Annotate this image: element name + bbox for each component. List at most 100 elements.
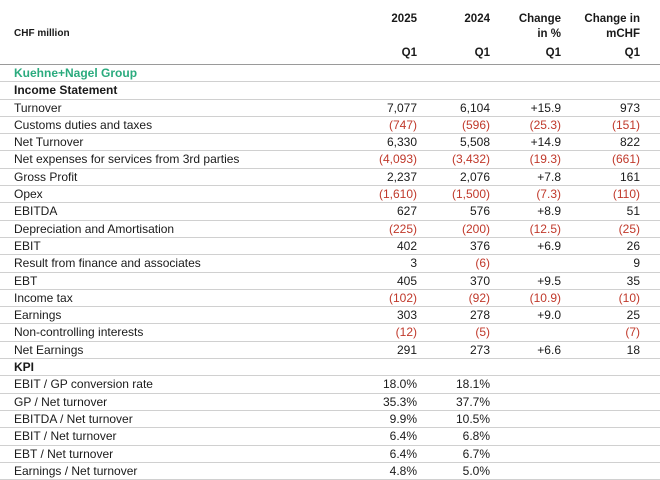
row-label: Net Turnover <box>14 135 84 150</box>
table-row: GP / Net turnover 35.3% 37.7% <box>0 394 660 411</box>
cell-c4: (110) <box>612 187 640 202</box>
cell-c4: (661) <box>611 152 640 167</box>
table-row: Non-controlling interests (12) (5) (7) <box>0 324 660 342</box>
cell-c2: 278 <box>469 308 490 323</box>
row-label: Customs duties and taxes <box>14 117 153 132</box>
cell-c2: 2,076 <box>459 169 490 184</box>
cell-c1: 6.4% <box>389 429 417 444</box>
cell-c1: 2,237 <box>386 169 417 184</box>
cell-c3: (25.3) <box>529 117 561 132</box>
cell-c2: 18.1% <box>455 377 490 392</box>
row-label: EBT <box>14 273 38 288</box>
cell-c3: +15.9 <box>530 100 561 115</box>
table-row: EBIT / Net turnover 6.4% 6.8% <box>0 428 660 446</box>
row-label: Non-controlling interests <box>14 325 144 340</box>
cell-c3: +9.5 <box>537 273 561 288</box>
cell-c3: +6.9 <box>537 238 561 253</box>
cell-c1: (102) <box>388 290 417 305</box>
cell-c2: (5) <box>475 325 490 340</box>
cell-c1: 627 <box>396 204 417 219</box>
cell-c4: 18 <box>626 342 640 357</box>
cell-c3: +8.9 <box>537 204 561 219</box>
row-label: EBIT / GP conversion rate <box>14 377 153 392</box>
cell-c4: 973 <box>619 100 640 115</box>
cell-c1: (12) <box>395 325 417 340</box>
cell-c1: 303 <box>396 308 417 323</box>
row-label: Earnings <box>14 308 62 323</box>
cell-c2: 376 <box>469 238 490 253</box>
cell-c2: (3,432) <box>451 152 490 167</box>
cell-c1: (1,610) <box>378 187 417 202</box>
cell-c2: 576 <box>469 204 490 219</box>
cell-c2: 5.0% <box>462 463 490 478</box>
table-row: Earnings 303 278 +9.0 25 <box>0 307 660 325</box>
kpi-body: EBIT / GP conversion rate 18.0% 18.1% GP / … <box>0 376 660 480</box>
row-label: EBIT / Net turnover <box>14 429 117 444</box>
table-row: EBITDA / Net turnover 9.9% 10.5% <box>0 411 660 429</box>
cell-c3: +6.6 <box>537 342 561 357</box>
cell-c4: 26 <box>626 238 640 253</box>
income-body: Turnover 7,077 6,104 +15.9 973 Customs duties… <box>0 100 660 360</box>
cell-c4: (151) <box>611 117 640 132</box>
table-row: Result from finance and associates 3 (6) 9 <box>0 255 660 273</box>
cell-c4: 161 <box>619 169 640 184</box>
cell-c1: 402 <box>396 238 417 253</box>
section-title: Income Statement <box>14 83 118 98</box>
cell-c3: (10.9) <box>529 290 561 305</box>
cell-c2: 10.5% <box>455 411 490 426</box>
row-label: Net expenses for services from 3rd parti… <box>14 152 240 167</box>
cell-c2: 6.7% <box>462 446 490 461</box>
cell-c4: 25 <box>626 308 640 323</box>
table-row: Opex (1,610) (1,500) (7.3) (110) <box>0 186 660 204</box>
cell-c1: (225) <box>388 221 417 236</box>
row-label: EBITDA <box>14 204 58 219</box>
cell-c3: (12.5) <box>529 221 561 236</box>
row-label: Net Earnings <box>14 342 84 357</box>
cell-c1: 6.4% <box>389 446 417 461</box>
table-row: EBIT / GP conversion rate 18.0% 18.1% <box>0 376 660 394</box>
row-label: Earnings / Net turnover <box>14 463 138 478</box>
cell-c3: +9.0 <box>537 308 561 323</box>
section-title: KPI <box>14 360 35 375</box>
cell-c2: 37.7% <box>455 394 490 409</box>
table-row: EBT / Net turnover 6.4% 6.7% <box>0 446 660 463</box>
unit-label: CHF million <box>14 28 70 39</box>
cell-c1: (4,093) <box>378 152 417 167</box>
row-label: EBITDA / Net turnover <box>14 411 133 426</box>
cell-c1: 405 <box>396 273 417 288</box>
table-row: EBT 405 370 +9.5 35 <box>0 273 660 290</box>
cell-c3: (7.3) <box>536 187 561 202</box>
table-row: EBITDA 627 576 +8.9 51 <box>0 203 660 221</box>
cell-c3: +7.8 <box>537 169 561 184</box>
cell-c4: 35 <box>626 273 640 288</box>
table-row: Customs duties and taxes (747) (596) (25.3)… <box>0 117 660 135</box>
cell-c2: (6) <box>475 256 490 271</box>
table-row: Earnings / Net turnover 4.8% 5.0% <box>0 463 660 480</box>
header-col-change-mchf: Change in mCHF Q1 <box>584 13 640 59</box>
cell-c1: 18.0% <box>382 377 417 392</box>
row-label: Income tax <box>14 290 73 305</box>
cell-c4: (7) <box>625 325 640 340</box>
cell-c2: (92) <box>468 290 490 305</box>
table-row: Depreciation and Amortisation (225) (200) (… <box>0 221 660 238</box>
section-kpi-row: KPI <box>0 359 660 377</box>
table-row: Gross Profit 2,237 2,076 +7.8 161 <box>0 169 660 187</box>
cell-c1: 6,330 <box>386 135 417 150</box>
table-row: Net Earnings 291 273 +6.6 18 <box>0 342 660 360</box>
group-label-row: Kuehne+Nagel Group <box>0 65 660 83</box>
row-label: EBT / Net turnover <box>14 446 114 461</box>
cell-c2: 370 <box>469 273 490 288</box>
row-label: Depreciation and Amortisation <box>14 221 175 236</box>
header-col-change-pct: Change in % Q1 <box>518 13 561 59</box>
cell-c4: 822 <box>619 135 640 150</box>
row-label: Gross Profit <box>14 169 78 184</box>
header-col-2024: 2024 Q1 <box>464 13 490 59</box>
cell-c4: (10) <box>618 290 640 305</box>
cell-c2: 6.8% <box>462 429 490 444</box>
cell-c1: 35.3% <box>382 394 417 409</box>
row-label: Result from finance and associates <box>14 256 201 271</box>
cell-c4: 9 <box>633 256 640 271</box>
cell-c1: 4.8% <box>389 463 417 478</box>
cell-c1: 9.9% <box>389 411 417 426</box>
